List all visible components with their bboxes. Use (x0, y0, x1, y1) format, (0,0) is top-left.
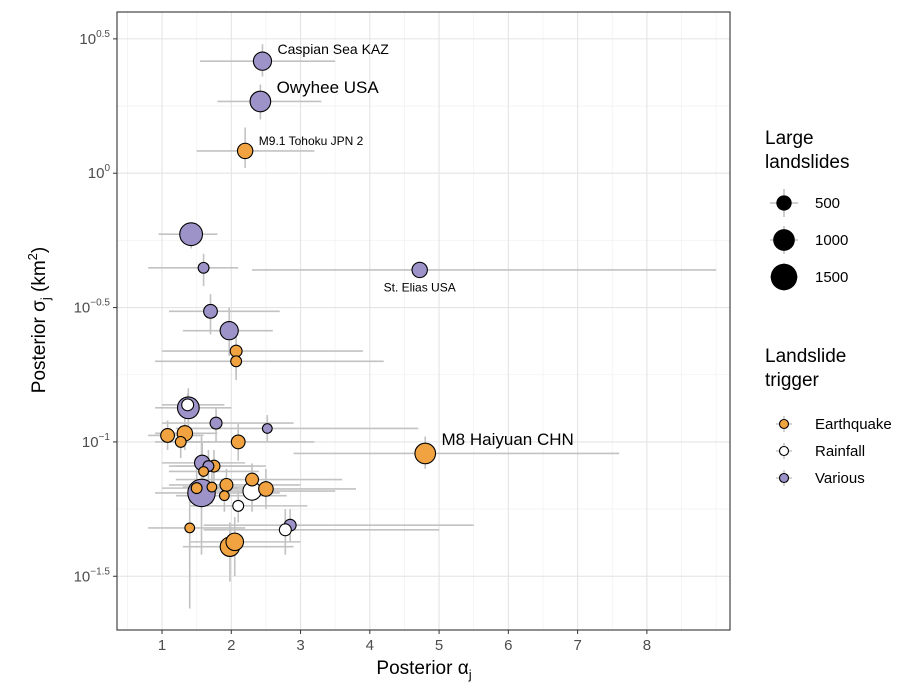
data-point-earthquake (414, 442, 437, 465)
data-point-various (261, 423, 273, 434)
data-point-rainfall (181, 398, 195, 412)
y-tick-base: 10 (74, 300, 91, 317)
x-axis-title-main: Posterior α (376, 658, 468, 679)
data-point-earthquake (230, 434, 246, 450)
data-point-earthquake (174, 435, 187, 448)
legend-size-label: 1500 (815, 269, 848, 286)
y-axis-title-unit-sup: 2 (25, 253, 40, 260)
x-axis-title-sub: j (468, 667, 472, 682)
data-point-rainfall (278, 523, 292, 537)
x-tick-label: 6 (504, 637, 512, 654)
y-tick-exponent: 0.5 (96, 29, 110, 40)
data-point-various (197, 261, 210, 274)
y-tick-label: 10−1.5 (74, 566, 111, 585)
data-point-various (209, 416, 223, 430)
y-tick-label: 100 (88, 163, 111, 182)
data-point-earthquake (258, 481, 274, 497)
data-point-earthquake (245, 472, 260, 487)
panel-grid (117, 12, 730, 630)
legend-size-label: 500 (815, 195, 840, 212)
legend-trigger-label: Various (815, 470, 865, 487)
y-axis-title-unit-close: ) (29, 247, 50, 253)
legend-size-key (773, 229, 795, 251)
x-tick-label: 7 (573, 637, 581, 654)
x-axis-title: Posterior αj (376, 658, 471, 682)
point-label: M9.1 Tohoku JPN 2 (259, 134, 364, 148)
data-point-various (179, 222, 204, 247)
data-points (160, 51, 437, 557)
legend-size-label: 1000 (815, 232, 848, 249)
y-tick-exponent: −0.5 (90, 298, 110, 309)
y-tick-exponent: 0 (104, 163, 110, 174)
legend-trigger-label: Rainfall (815, 443, 865, 460)
legend-size-title-line-2: landslides (765, 152, 850, 173)
y-tick-base: 10 (82, 434, 99, 451)
legend-trigger: Landslide trigger Earthquake Rainfall Vari… (765, 346, 892, 487)
legend-trigger-key-earthquake (778, 418, 790, 430)
legend-trigger-label: Earthquake (815, 416, 892, 433)
data-point-earthquake (206, 481, 218, 493)
y-axis-title-unit: (km (29, 260, 50, 297)
data-point-various (219, 321, 239, 341)
data-point-earthquake (184, 522, 196, 534)
y-tick-label: 100.5 (79, 29, 110, 48)
y-tick-base: 10 (74, 568, 91, 585)
y-tick-base: 10 (88, 165, 105, 182)
data-point-earthquake (236, 142, 254, 160)
point-label: M8 Haiyuan CHN (442, 430, 574, 449)
data-point-earthquake (218, 490, 230, 502)
data-point-earthquake (190, 482, 203, 495)
legend-size-title-line-1: Large (765, 128, 814, 149)
legend-trigger-key-various (778, 472, 790, 484)
y-tick-base: 10 (79, 31, 96, 48)
x-tick-label: 5 (435, 637, 443, 654)
data-point-various (249, 90, 272, 113)
legend-size-key (776, 195, 792, 211)
x-tick-label: 2 (227, 637, 235, 654)
point-label: Caspian Sea KAZ (278, 41, 390, 57)
x-tick-label: 8 (643, 637, 651, 654)
legend-trigger-title-line-2: trigger (765, 370, 820, 391)
data-point-earthquake (198, 466, 209, 477)
y-tick-exponent: −1.5 (90, 566, 110, 577)
data-point-earthquake (230, 355, 243, 368)
panel-border (116, 11, 731, 631)
panel-background (117, 12, 730, 630)
y-axis-title: Posterior σj (km2) (25, 247, 53, 393)
x-axis: 1 2 3 4 5 6 7 8 (158, 630, 651, 654)
y-tick-label: 10−0.5 (74, 298, 111, 317)
legend-size-key (770, 263, 798, 291)
legend-trigger-title-line-1: Landslide (765, 346, 846, 367)
legend-trigger-key-rainfall (778, 445, 790, 457)
data-point-earthquake (160, 428, 175, 443)
legend-size: Large landslides 500 1000 1500 (765, 128, 850, 291)
data-point-various (411, 261, 428, 279)
data-point-earthquake (229, 344, 243, 358)
point-label: Owyhee USA (277, 78, 380, 97)
y-axis-title-sub: j (38, 297, 53, 301)
x-tick-label: 4 (366, 637, 374, 654)
data-point-earthquake (219, 477, 234, 492)
y-tick-exponent: −1 (99, 432, 111, 443)
data-point-various (203, 303, 218, 319)
data-point-rainfall (232, 499, 245, 512)
y-axis-title-main: Posterior σ (29, 300, 50, 393)
point-annotations: Caspian Sea KAZ Owyhee USA M9.1 Tohoku JPN… (259, 41, 574, 449)
y-tick-label: 10−1 (82, 432, 111, 451)
point-label: St. Elias USA (384, 281, 456, 295)
data-point-earthquake (225, 532, 245, 552)
data-point-various (252, 51, 273, 71)
x-tick-label: 1 (158, 637, 166, 654)
x-tick-label: 3 (296, 637, 304, 654)
